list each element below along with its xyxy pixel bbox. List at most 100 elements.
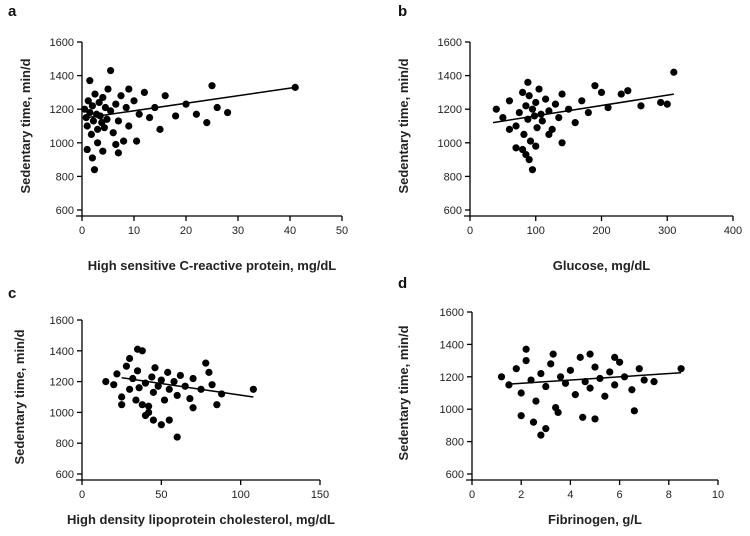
panel-b-point [533,124,541,132]
panel-a-x-axis-title: High sensitive C-reactive protein, mg/dL [88,258,337,273]
panel-c-point [205,368,213,376]
panel-d-point [529,418,538,426]
panel-a-point [83,145,91,154]
panel-d-x-tick-label: 6 [617,489,623,501]
panel-a-y-tick-label: 600 [56,205,74,217]
panel-a-point [203,119,211,127]
panel-d-letter: d [398,275,407,292]
panel-a-point [99,147,107,155]
panel-c-point [202,359,210,367]
panel-c-point [126,354,134,363]
panel-d-y-tick-label: 1000 [440,404,464,416]
panel-b-point [499,114,507,122]
panel-a-point [101,103,109,112]
panel-c-y-tick-label: 1200 [50,377,74,389]
panel-a-y-tick-label: 800 [56,171,74,183]
panel-d-point [571,391,579,399]
panel-d-point [547,360,555,368]
panel-a-point [117,92,125,100]
panel-a-point [120,137,128,145]
panel-c-letter: c [8,285,16,302]
panel-b-point [578,97,586,105]
panel-a-point [94,125,102,133]
panel-a-fit-line [87,86,296,119]
panel-a-point [82,114,90,122]
panel-a-point [130,97,138,105]
panel-a-x-tick-label: 30 [232,225,244,237]
panel-c-point [102,378,110,386]
panel-d-point [542,382,550,391]
panel-a-point [99,93,107,102]
panel-c-point [149,388,157,396]
panel-d-point [586,384,594,392]
panel-d-point [537,369,545,378]
panel-a-x-tick-label: 40 [284,225,296,237]
panel-d-x-tick-label: 4 [567,489,573,501]
panel-d-point [611,353,619,361]
panel-a-point [87,130,95,138]
panel-b-y-tick-label: 600 [444,205,462,217]
panel-c-point [145,402,153,410]
panel-a-y-tick-label: 1600 [50,37,74,49]
panel-a-point [86,77,94,85]
panel-c-point [118,401,126,409]
panel-c-point [249,385,257,393]
panel-b-letter: b [398,3,407,20]
panel-c-point [213,401,221,409]
panel-b-point [597,88,606,96]
panel-d-point [586,350,594,358]
panel-c-point [189,374,197,383]
panel-b-x-tick-label: 400 [724,225,742,237]
panel-c-x-axis-title: High density lipoprotein cholesterol, mg… [67,512,335,527]
panel-c-point [118,393,126,401]
panel-d-point [591,415,599,423]
panel-c-fit-line [121,377,254,398]
panel-a-point [112,100,120,108]
panel-a-point [95,98,103,107]
panel-b-point [663,100,671,108]
panel-d-point [517,412,525,420]
panel-a-point [125,85,133,93]
panel-a-y-tick-label: 1200 [50,104,74,116]
panel-a-point [114,149,122,157]
panel-d-point [556,373,565,381]
panel-c-point [122,362,131,370]
panel-a-point [161,92,169,100]
panel-a-point [122,103,130,112]
panel-c-point [160,396,169,404]
panel-c-point [113,370,121,378]
panel-c-y-tick-label: 1600 [50,315,74,327]
panel-c-point [165,385,173,393]
panel-b-point [558,139,566,147]
panel-d-point [505,381,513,389]
panel-a-point [107,66,115,75]
panel-d-point [566,366,575,374]
panel-d-point [549,350,557,358]
panel-d-point [630,407,638,415]
panel-d-point [635,365,643,373]
panel-d-point [611,381,619,389]
panel-c-point [133,367,142,375]
panel-c-point [138,401,146,409]
panel-d-x-tick-label: 8 [666,489,672,501]
panel-d-point [601,392,609,400]
panel-b-point [571,119,579,127]
panel-b-point [524,78,532,86]
panel-d-point [606,368,614,376]
panel-b-point [551,100,560,108]
panel-b-x-tick-label: 0 [467,225,473,237]
panel-b-point [528,166,537,174]
panel-b-point [624,87,632,95]
panel-b-x-axis-title: Glucose, mg/dL [553,258,651,273]
panel-c-point [164,368,172,376]
panel-c-point [176,371,184,380]
panel-b-point [512,144,520,152]
panel-a-y-axis-title: Sedentary time, min/d [18,58,33,193]
panel-c-point [145,408,153,416]
panel-a-point [208,82,216,90]
panel-b-x-tick-label: 200 [592,225,610,237]
panel-a-point [125,122,133,130]
panel-b-point [535,85,543,93]
panel-d-y-tick-label: 1600 [440,307,464,319]
panel-a-point [156,125,164,133]
